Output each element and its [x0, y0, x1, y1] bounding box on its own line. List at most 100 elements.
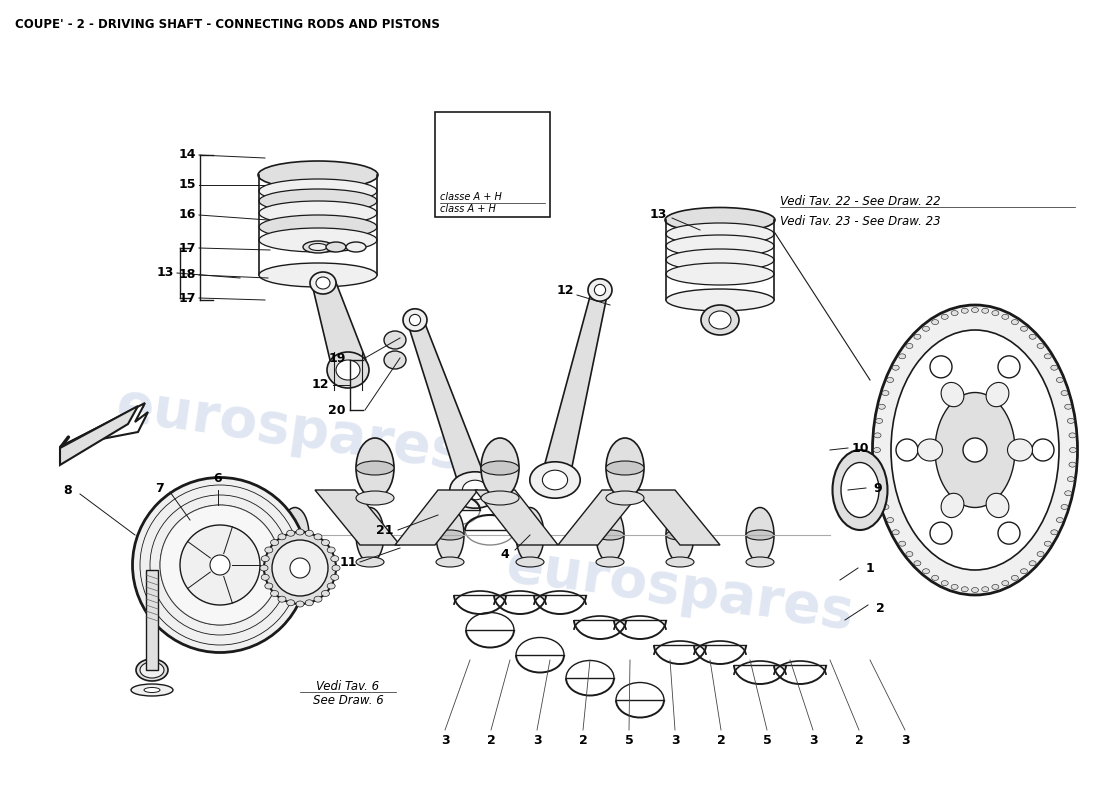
Ellipse shape: [499, 170, 517, 186]
Text: 13: 13: [156, 266, 174, 279]
Ellipse shape: [258, 263, 377, 287]
Ellipse shape: [516, 557, 544, 567]
Ellipse shape: [258, 228, 377, 252]
Ellipse shape: [666, 557, 694, 567]
Ellipse shape: [210, 555, 230, 575]
Ellipse shape: [666, 207, 776, 233]
Polygon shape: [635, 490, 720, 545]
Ellipse shape: [261, 574, 270, 580]
Ellipse shape: [1008, 439, 1033, 461]
Ellipse shape: [314, 534, 322, 540]
Ellipse shape: [998, 356, 1020, 378]
Ellipse shape: [140, 662, 164, 678]
Ellipse shape: [481, 438, 519, 498]
Text: class A + H: class A + H: [440, 204, 496, 214]
Ellipse shape: [278, 534, 286, 540]
Text: 17: 17: [178, 242, 196, 254]
Ellipse shape: [998, 522, 1020, 544]
Ellipse shape: [462, 480, 487, 500]
Ellipse shape: [1002, 581, 1009, 586]
Ellipse shape: [932, 320, 938, 325]
Ellipse shape: [906, 343, 913, 349]
Ellipse shape: [896, 439, 918, 461]
Text: 2: 2: [486, 734, 495, 746]
Ellipse shape: [588, 278, 612, 301]
Ellipse shape: [874, 433, 881, 438]
Ellipse shape: [321, 539, 330, 546]
Ellipse shape: [746, 557, 774, 567]
Ellipse shape: [992, 585, 999, 590]
Text: 20: 20: [328, 403, 345, 417]
Ellipse shape: [930, 356, 952, 378]
Ellipse shape: [606, 461, 643, 475]
Ellipse shape: [1069, 433, 1076, 438]
Text: 10: 10: [851, 442, 869, 454]
Text: 17: 17: [178, 291, 196, 305]
Ellipse shape: [1030, 334, 1036, 339]
Ellipse shape: [892, 366, 899, 370]
Ellipse shape: [899, 354, 905, 359]
Ellipse shape: [872, 305, 1078, 595]
Ellipse shape: [1002, 314, 1009, 319]
Ellipse shape: [306, 530, 313, 536]
Ellipse shape: [914, 561, 921, 566]
Text: 1: 1: [866, 562, 874, 574]
Ellipse shape: [666, 530, 694, 540]
Text: 13: 13: [649, 209, 667, 222]
Ellipse shape: [986, 494, 1009, 518]
Ellipse shape: [136, 659, 168, 681]
Polygon shape: [60, 403, 148, 447]
Text: 3: 3: [671, 734, 680, 746]
Ellipse shape: [356, 438, 394, 498]
Ellipse shape: [1044, 541, 1052, 546]
Ellipse shape: [1021, 569, 1027, 574]
Text: 16: 16: [178, 209, 196, 222]
Ellipse shape: [272, 540, 328, 596]
Text: eurospares: eurospares: [112, 379, 468, 481]
Ellipse shape: [882, 505, 889, 510]
Ellipse shape: [516, 507, 544, 562]
Ellipse shape: [160, 505, 280, 625]
Ellipse shape: [280, 557, 309, 567]
Ellipse shape: [516, 530, 544, 540]
Polygon shape: [407, 318, 488, 494]
Ellipse shape: [666, 235, 774, 257]
Ellipse shape: [666, 263, 774, 285]
Polygon shape: [395, 490, 478, 545]
Ellipse shape: [409, 314, 420, 326]
Ellipse shape: [260, 565, 268, 571]
Text: 8: 8: [64, 483, 73, 497]
Ellipse shape: [1062, 390, 1068, 395]
Ellipse shape: [942, 494, 964, 518]
Ellipse shape: [878, 490, 886, 496]
Ellipse shape: [280, 530, 309, 540]
Text: 2: 2: [876, 602, 884, 614]
Ellipse shape: [258, 179, 377, 203]
Ellipse shape: [1065, 490, 1071, 496]
Ellipse shape: [258, 215, 377, 239]
Ellipse shape: [287, 530, 295, 536]
Ellipse shape: [316, 277, 330, 289]
Ellipse shape: [326, 242, 346, 252]
Ellipse shape: [899, 541, 905, 546]
Text: 6: 6: [213, 471, 222, 485]
Ellipse shape: [666, 223, 774, 245]
Polygon shape: [541, 288, 608, 483]
Ellipse shape: [436, 507, 464, 562]
Text: See Draw. 6: See Draw. 6: [312, 694, 384, 707]
Ellipse shape: [666, 289, 774, 311]
Ellipse shape: [961, 308, 968, 314]
Ellipse shape: [971, 587, 979, 593]
Text: 19: 19: [328, 351, 345, 365]
Ellipse shape: [356, 507, 384, 562]
Text: 11: 11: [339, 555, 356, 569]
Ellipse shape: [261, 556, 270, 562]
Text: 5: 5: [762, 734, 771, 746]
Ellipse shape: [436, 530, 464, 540]
Ellipse shape: [436, 557, 464, 567]
Ellipse shape: [906, 551, 913, 557]
Polygon shape: [315, 490, 400, 545]
Ellipse shape: [986, 382, 1009, 406]
Ellipse shape: [1056, 518, 1064, 522]
Ellipse shape: [746, 507, 774, 562]
